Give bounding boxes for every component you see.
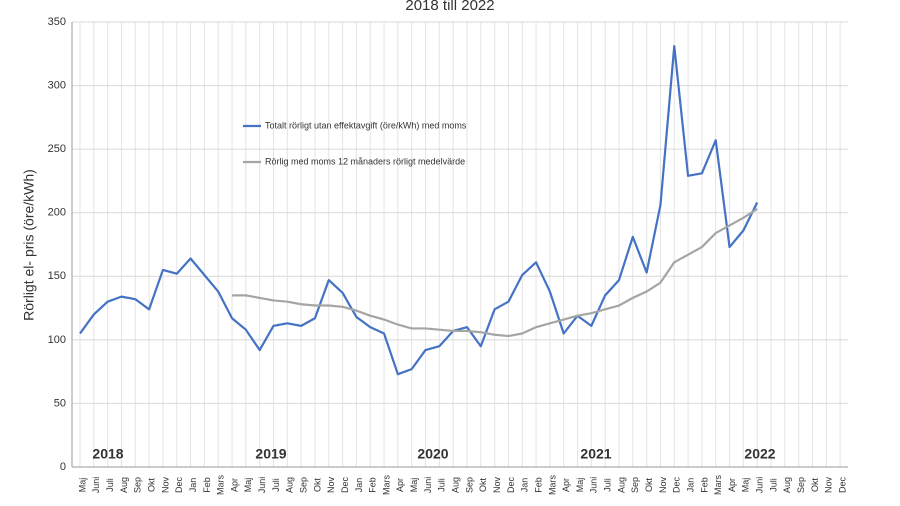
y-tick-label: 300 [48, 79, 66, 91]
x-tick-label: Dec [672, 477, 682, 494]
x-tick-label: Dec [506, 477, 516, 494]
x-tick-label: Dec [174, 477, 184, 494]
x-tick-label: Dec [837, 477, 847, 494]
x-tick-label: Juli [271, 478, 281, 492]
series-line [232, 207, 758, 338]
y-axis-label: Rörligt el- pris (öre/kWh) [21, 169, 37, 321]
x-tick-label: Nov [492, 477, 502, 494]
x-tick-label: Aug [119, 477, 129, 493]
series-line [79, 45, 759, 376]
year-annotation: 2021 [580, 446, 611, 462]
x-tick-label: Maj [741, 478, 751, 493]
x-tick-label: Apr [395, 478, 405, 492]
x-tick-label: Maj [77, 478, 87, 493]
x-tick-label: Mars [547, 475, 557, 495]
x-tick-label: Sep [298, 477, 308, 493]
x-tick-label: Okt [810, 478, 820, 493]
x-tick-label: Sep [133, 477, 143, 493]
x-tick-label: Juli [603, 478, 613, 492]
x-tick-label: Okt [312, 478, 322, 493]
x-tick-label: Okt [146, 478, 156, 493]
x-tick-label: Okt [478, 478, 488, 493]
y-tick-label: 250 [48, 143, 66, 155]
x-tick-label: Juni [423, 477, 433, 494]
x-tick-label: Apr [561, 478, 571, 492]
x-tick-label: Apr [727, 478, 737, 492]
x-tick-label: Feb [533, 477, 543, 493]
x-tick-label: Aug [285, 477, 295, 493]
x-tick-label: Mars [713, 475, 723, 495]
x-tick-label: Dec [340, 477, 350, 494]
x-tick-label: Juli [105, 478, 115, 492]
x-tick-label: Juni [755, 477, 765, 494]
x-tick-label: Okt [644, 478, 654, 493]
x-tick-label: Mars [216, 475, 226, 495]
x-tick-label: Sep [464, 477, 474, 493]
x-tick-label: Mars [381, 475, 391, 495]
x-tick-label: Aug [451, 477, 461, 493]
x-tick-label: Nov [160, 477, 170, 494]
x-tick-label: Juli [768, 478, 778, 492]
x-tick-label: Nov [824, 477, 834, 494]
x-tick-label: Jan [354, 478, 364, 493]
x-tick-label: Apr [229, 478, 239, 492]
x-tick-label: Feb [368, 477, 378, 493]
x-tick-label: Jan [188, 478, 198, 493]
x-tick-label: Nov [658, 477, 668, 494]
x-tick-label: Juni [589, 477, 599, 494]
x-tick-label: Nov [326, 477, 336, 494]
x-tick-label: Jan [520, 478, 530, 493]
x-tick-label: Aug [782, 477, 792, 493]
y-tick-label: 150 [48, 270, 66, 282]
chart-title: 2018 till 2022 [405, 0, 494, 14]
y-tick-label: 200 [48, 207, 66, 219]
y-tick-label: 0 [60, 461, 66, 473]
x-tick-label: Aug [616, 477, 626, 493]
x-tick-label: Maj [409, 478, 419, 493]
year-annotation: 2019 [255, 446, 286, 462]
x-tick-label: Jan [685, 478, 695, 493]
legend-label: Totalt rörligt utan effektavgift (öre/kW… [265, 120, 467, 130]
y-tick-label: 50 [54, 397, 66, 409]
x-tick-label: Juni [91, 477, 101, 494]
x-tick-label: Sep [630, 477, 640, 493]
year-annotation: 2020 [417, 446, 448, 462]
x-tick-label: Sep [796, 477, 806, 493]
x-tick-label: Feb [699, 477, 709, 493]
x-tick-label: Feb [202, 477, 212, 493]
legend-label: Rörlig med moms 12 månaders rörligt mede… [265, 156, 465, 166]
x-tick-label: Maj [575, 478, 585, 493]
year-annotation: 2018 [92, 446, 123, 462]
year-annotation: 2022 [744, 446, 775, 462]
x-tick-label: Juli [437, 478, 447, 492]
y-tick-label: 350 [48, 16, 66, 28]
y-tick-label: 100 [48, 334, 66, 346]
x-tick-label: Juni [257, 477, 267, 494]
x-tick-label: Maj [243, 478, 253, 493]
